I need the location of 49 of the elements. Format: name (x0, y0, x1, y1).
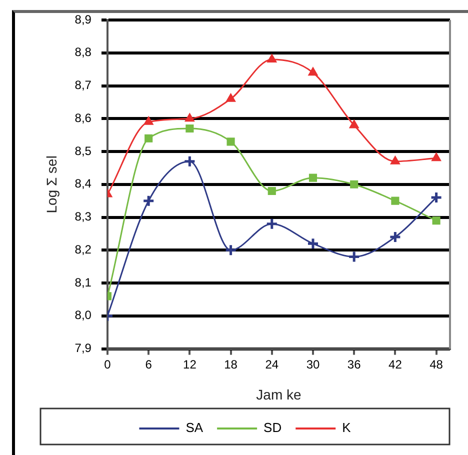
point (430, 191, 443, 204)
x-tick-label: 12 (183, 357, 197, 372)
legend-label: SD (264, 420, 282, 436)
point (266, 218, 278, 230)
y-tick-label: 8,2 (74, 242, 92, 256)
y-tick-label: 8,4 (74, 176, 92, 191)
y-tick-label: 7,9 (74, 341, 92, 356)
y-tick-label: 8,3 (74, 210, 92, 224)
point (184, 113, 195, 122)
point (144, 134, 153, 142)
point (183, 155, 196, 168)
y-tick-label: 8,7 (74, 78, 92, 92)
point (350, 180, 358, 188)
y-tick-label: 8,6 (74, 110, 92, 125)
x-tick-label: 48 (430, 357, 444, 372)
point (388, 230, 402, 244)
point (267, 54, 277, 62)
point (431, 152, 442, 162)
point (144, 116, 154, 125)
x-tick-label: 42 (388, 357, 402, 372)
point (226, 93, 236, 102)
legend-label: K (342, 420, 352, 436)
y-axis-title: Log Σ sel (43, 156, 60, 214)
point (308, 174, 318, 182)
x-axis-title: Jam ke (256, 386, 302, 402)
x-tick-label: 24 (265, 357, 279, 372)
point (349, 120, 359, 128)
x-tick-label: 6 (145, 357, 152, 372)
point (186, 124, 194, 133)
point (226, 138, 235, 146)
x-tick-label: 18 (224, 357, 238, 372)
y-tick-label: 8,8 (74, 45, 92, 60)
y-tick-label: 8,1 (74, 275, 92, 290)
point (308, 67, 318, 76)
x-tick-label: 36 (347, 357, 362, 372)
point (348, 250, 360, 263)
y-tick-label: 8,5 (74, 144, 92, 158)
y-tick-label: 8,0 (74, 308, 92, 322)
point (390, 156, 400, 164)
point (306, 237, 320, 250)
point (432, 216, 440, 225)
x-tick-label: 0 (104, 357, 112, 372)
legend-label: SA (186, 420, 204, 436)
point (268, 186, 276, 196)
point (224, 244, 238, 256)
x-tick-label: 30 (306, 357, 320, 372)
point (391, 196, 400, 205)
y-tick-label: 8,9 (74, 12, 92, 26)
point (142, 194, 155, 208)
